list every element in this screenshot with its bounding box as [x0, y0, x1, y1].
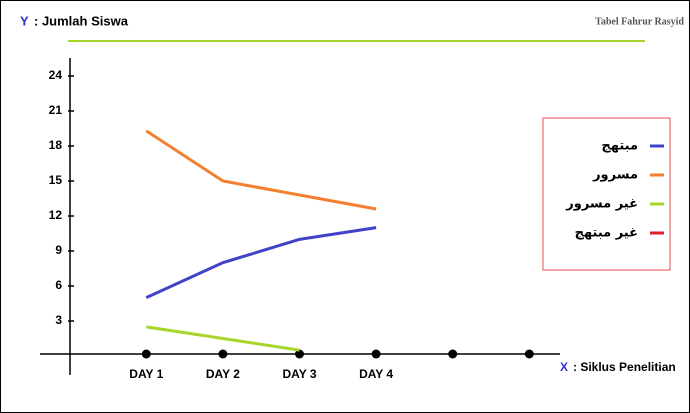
x-tick-label: DAY 2 — [206, 367, 240, 381]
y-axis-letter: Y — [20, 13, 29, 28]
x-tick-dot — [524, 349, 534, 359]
legend-label: مبتهج — [601, 139, 638, 154]
series-line — [145, 129, 377, 211]
x-tick-label: DAY 3 — [282, 367, 316, 381]
y-tick-label: 3 — [55, 313, 62, 327]
x-tick-dot — [295, 349, 304, 359]
legend-label: غير مسرور — [565, 197, 638, 212]
y-tick-label: 12 — [49, 208, 63, 222]
y-tick-label: 24 — [49, 68, 63, 82]
y-tick-label: 15 — [49, 173, 63, 187]
y-tick-label: 9 — [55, 243, 62, 257]
x-tick-label: DAY 4 — [359, 367, 393, 381]
credit: Tabel Fahrur Rasyid — [595, 16, 684, 27]
x-tick-dot — [371, 349, 381, 359]
legend-label: مسرور — [592, 168, 638, 183]
y-tick-label: 6 — [55, 278, 62, 292]
x-axis-title: : Siklus Penelitian — [573, 360, 676, 374]
y-tick-label: 21 — [49, 103, 63, 117]
x-tick-label: DAY 1 — [129, 367, 163, 381]
series-line — [146, 325, 300, 352]
x-axis-letter: X — [560, 360, 568, 374]
legend-label: غير مبتهج — [575, 226, 638, 241]
series-line — [145, 226, 377, 300]
legend-box — [542, 117, 671, 271]
y-axis-title: : Jumlah Siswa — [34, 13, 129, 28]
x-tick-dot — [448, 349, 458, 359]
x-tick-dot — [141, 349, 151, 359]
x-tick-dot — [218, 349, 228, 359]
y-tick-label: 18 — [49, 138, 63, 152]
